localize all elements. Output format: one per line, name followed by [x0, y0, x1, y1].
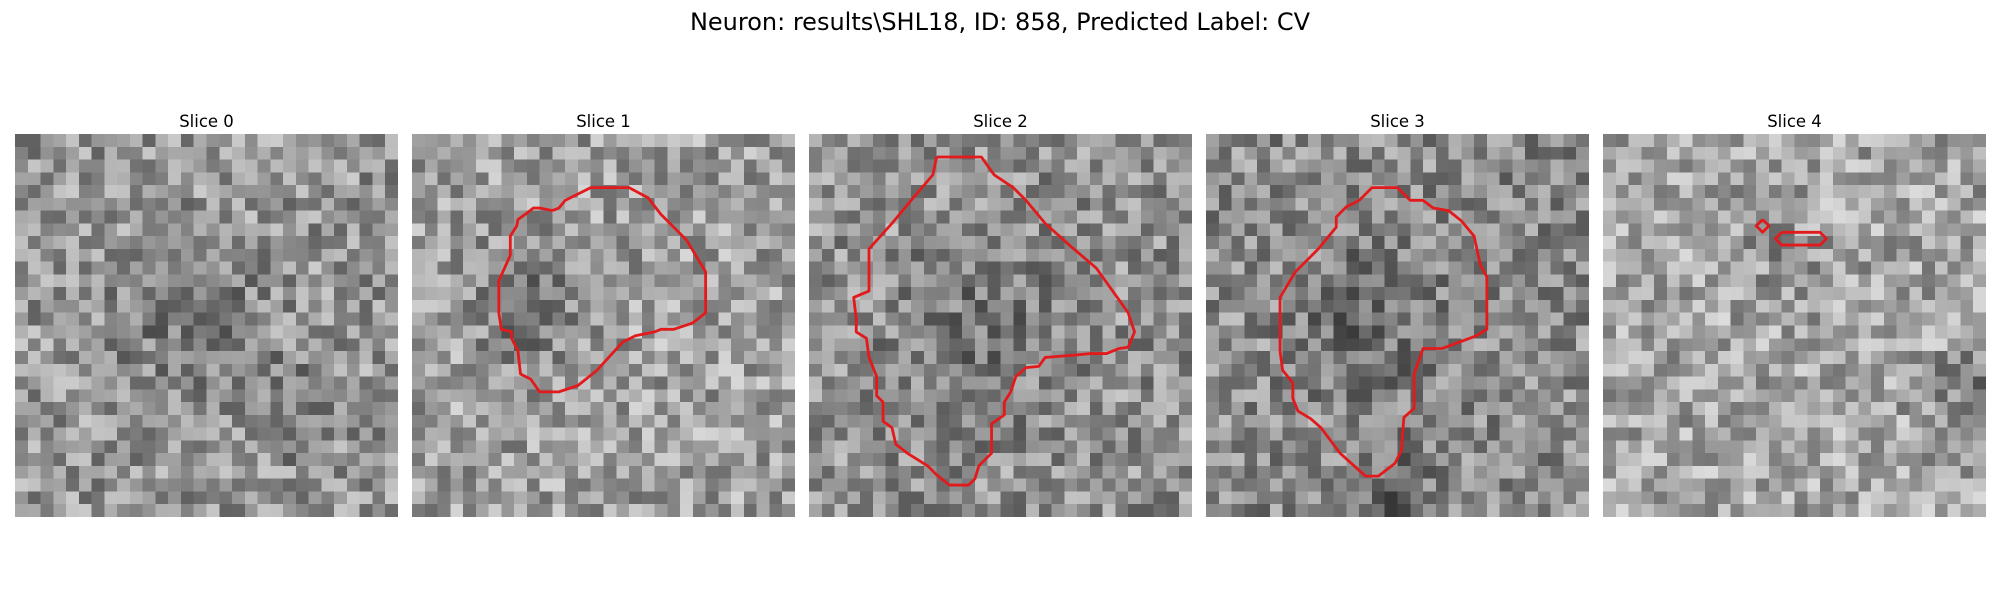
slice-image-0 — [15, 134, 398, 517]
slice-title-0: Slice 0 — [179, 112, 234, 131]
figure-title: Neuron: results\SHL18, ID: 858, Predicte… — [689, 8, 1311, 36]
slice-panel-3: Slice 3 — [1206, 110, 1589, 517]
slice-title-2: Slice 2 — [973, 112, 1028, 131]
slice-title-4: Slice 4 — [1767, 112, 1822, 131]
contour-outline — [1754, 218, 1771, 234]
contour-outline — [1278, 186, 1489, 478]
slice-image-4 — [1603, 134, 1986, 517]
slice-title-3: Slice 3 — [1370, 112, 1425, 131]
slice-image-1 — [412, 134, 795, 517]
slice-panel-4: Slice 4 — [1603, 110, 1986, 517]
contour-outline — [1773, 230, 1828, 247]
slice-panel-2: Slice 2 — [809, 110, 1192, 517]
contour-outline — [497, 186, 708, 394]
slice-panel-0: Slice 0 — [15, 110, 398, 517]
slice-title-1: Slice 1 — [576, 112, 631, 131]
slice-image-2 — [809, 134, 1192, 517]
slice-image-3 — [1206, 134, 1589, 517]
contour-outline — [852, 155, 1136, 487]
slice-panel-1: Slice 1 — [412, 110, 795, 517]
